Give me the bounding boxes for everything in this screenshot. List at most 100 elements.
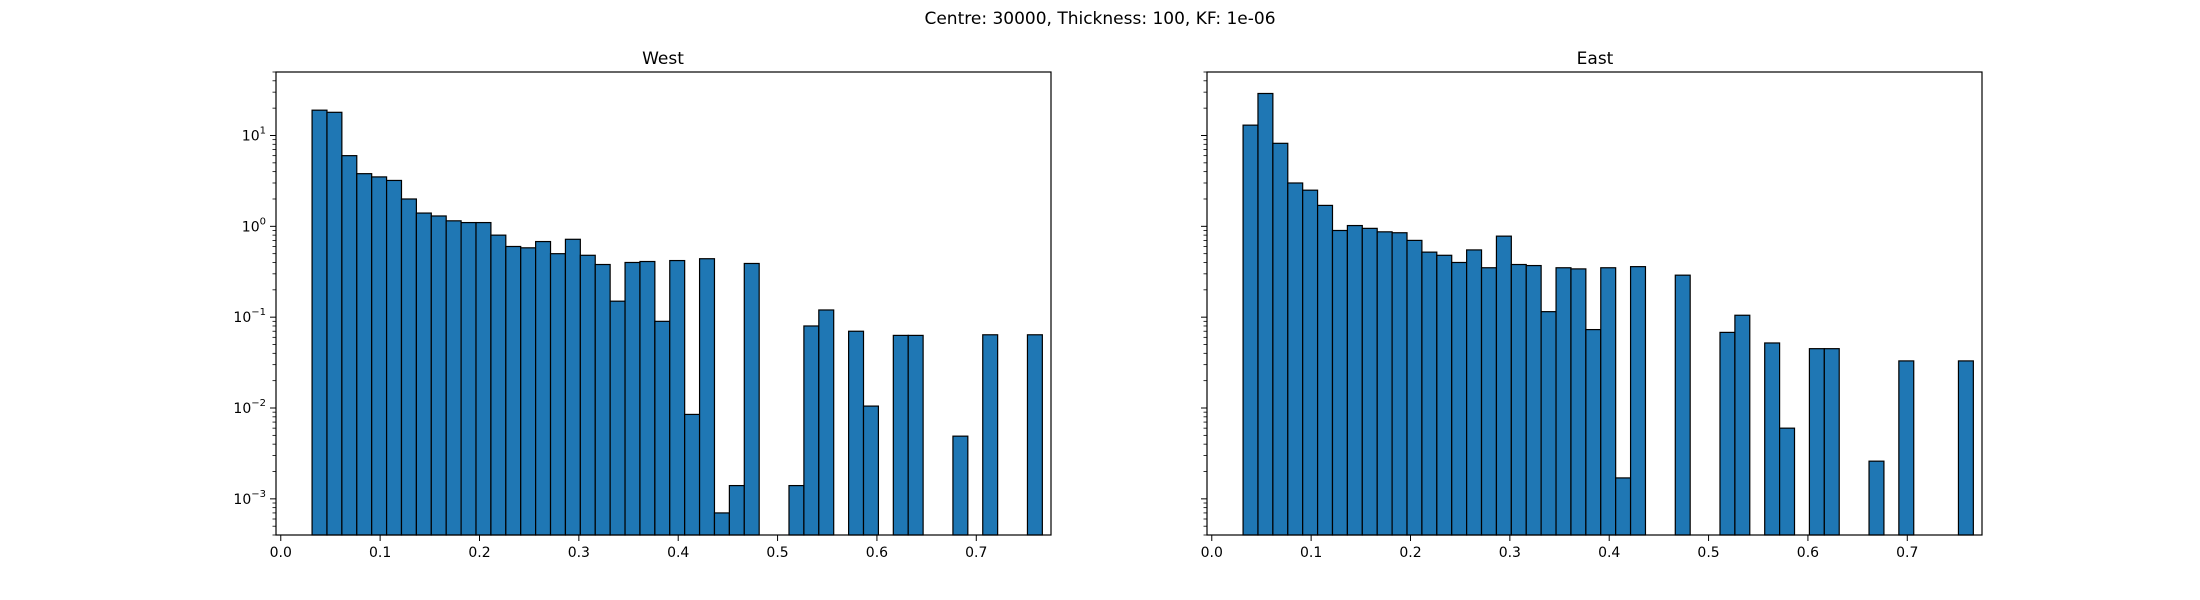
east-histogram-panel: East 0.0 0.1 0.2 0.3 0.4 0.5 0.6 0.7 xyxy=(1201,49,1983,561)
west-bar-1 xyxy=(326,111,343,536)
east-bar-22 xyxy=(1570,268,1587,536)
east-x-tick-label: 0.4 xyxy=(1598,545,1620,561)
west-bar-30 xyxy=(788,484,805,536)
west-title: West xyxy=(642,49,684,69)
east-y-axis xyxy=(1201,71,1207,536)
east-bar-0 xyxy=(1242,124,1259,536)
east-bar-19 xyxy=(1525,264,1542,536)
west-bar-3 xyxy=(356,173,373,536)
east-bar-13 xyxy=(1436,254,1453,536)
west-bar-36 xyxy=(907,334,924,536)
east-bar-8 xyxy=(1361,227,1378,536)
figure-suptitle: Centre: 30000, Thickness: 100, KF: 1e-06 xyxy=(924,9,1275,29)
east-bar-29 xyxy=(1734,314,1751,536)
east-bar-21 xyxy=(1555,267,1572,536)
west-bar-19 xyxy=(594,263,611,536)
east-bar-25 xyxy=(1615,477,1632,536)
east-bar-34 xyxy=(1868,460,1885,536)
west-bar-5 xyxy=(385,179,403,536)
west-bar-26 xyxy=(698,258,716,536)
east-x-tick-label: 0.1 xyxy=(1300,545,1322,561)
west-bar-33 xyxy=(848,330,865,536)
west-x-tick-label: 0.2 xyxy=(468,545,490,561)
east-bars xyxy=(1242,92,1974,536)
west-bar-38 xyxy=(982,334,999,536)
east-bar-16 xyxy=(1480,267,1498,536)
west-x-tick-label: 0.6 xyxy=(866,545,888,561)
east-bar-23 xyxy=(1585,328,1602,536)
east-bar-26 xyxy=(1629,266,1647,536)
east-bar-18 xyxy=(1510,263,1527,536)
east-bar-35 xyxy=(1898,360,1915,536)
west-y-tick-label: 101 xyxy=(242,125,266,144)
west-bar-11 xyxy=(475,221,492,536)
east-bar-17 xyxy=(1495,235,1512,536)
east-x-tick-label: 0.5 xyxy=(1697,545,1719,561)
east-bar-36 xyxy=(1957,360,1974,536)
west-bar-2 xyxy=(341,155,358,536)
east-bar-11 xyxy=(1406,239,1423,536)
east-bar-6 xyxy=(1331,229,1348,536)
east-bar-12 xyxy=(1421,251,1438,536)
east-bar-15 xyxy=(1466,249,1483,536)
west-bar-34 xyxy=(862,405,880,536)
west-bar-22 xyxy=(639,260,656,536)
west-y-axis: 10−3 10−2 10−1 100 101 xyxy=(233,71,276,536)
east-bar-28 xyxy=(1719,331,1736,536)
west-x-axis: 0.0 0.1 0.2 0.3 0.4 0.5 0.6 0.7 xyxy=(270,535,987,561)
west-bar-18 xyxy=(579,254,596,536)
east-bar-4 xyxy=(1302,189,1319,536)
west-bar-7 xyxy=(415,212,432,536)
west-bar-37 xyxy=(952,435,969,536)
east-bar-33 xyxy=(1823,348,1840,536)
east-bar-7 xyxy=(1346,224,1363,536)
east-bar-20 xyxy=(1540,311,1557,536)
east-plot-frame xyxy=(1206,71,1983,536)
east-bar-27 xyxy=(1674,274,1691,536)
east-bar-9 xyxy=(1376,231,1393,536)
west-bar-13 xyxy=(505,245,522,536)
west-x-tick-label: 0.0 xyxy=(270,545,292,561)
west-bar-25 xyxy=(684,413,701,536)
west-bar-15 xyxy=(535,240,552,536)
west-bar-31 xyxy=(803,325,820,536)
west-bar-27 xyxy=(713,512,730,536)
west-x-tick-label: 0.3 xyxy=(568,545,590,561)
west-x-tick-label: 0.4 xyxy=(667,545,689,561)
east-x-tick-label: 0.3 xyxy=(1499,545,1521,561)
east-bar-3 xyxy=(1287,182,1304,536)
west-bar-39 xyxy=(1026,334,1043,536)
west-plot-frame xyxy=(275,71,1052,536)
west-bar-16 xyxy=(549,253,567,536)
west-bar-24 xyxy=(669,259,686,536)
west-bar-10 xyxy=(460,221,477,536)
west-bar-4 xyxy=(371,176,388,536)
east-bar-32 xyxy=(1808,348,1825,536)
west-y-tick-label: 10−2 xyxy=(233,398,266,417)
west-bar-23 xyxy=(654,320,671,536)
west-bar-9 xyxy=(445,220,462,536)
west-bar-0 xyxy=(311,109,328,536)
west-y-tick-label: 10−1 xyxy=(233,307,266,326)
west-bar-29 xyxy=(743,262,760,536)
east-bar-24 xyxy=(1600,267,1617,536)
west-y-tick-label: 10−3 xyxy=(233,489,266,508)
east-bar-30 xyxy=(1764,342,1781,536)
east-bar-2 xyxy=(1272,142,1289,536)
west-bar-12 xyxy=(490,234,507,536)
west-y-tick-label: 100 xyxy=(242,216,266,235)
west-bar-8 xyxy=(430,215,447,536)
east-bar-5 xyxy=(1316,204,1334,536)
east-x-axis: 0.0 0.1 0.2 0.3 0.4 0.5 0.6 0.7 xyxy=(1201,535,1918,561)
west-bar-17 xyxy=(564,238,581,536)
west-bars xyxy=(311,109,1043,536)
west-bar-20 xyxy=(609,300,626,536)
east-x-tick-label: 0.7 xyxy=(1896,545,1918,561)
west-x-tick-label: 0.7 xyxy=(965,545,987,561)
east-x-tick-label: 0.6 xyxy=(1797,545,1819,561)
west-x-tick-label: 0.5 xyxy=(766,545,788,561)
east-title: East xyxy=(1577,49,1614,69)
west-bar-28 xyxy=(728,484,745,536)
